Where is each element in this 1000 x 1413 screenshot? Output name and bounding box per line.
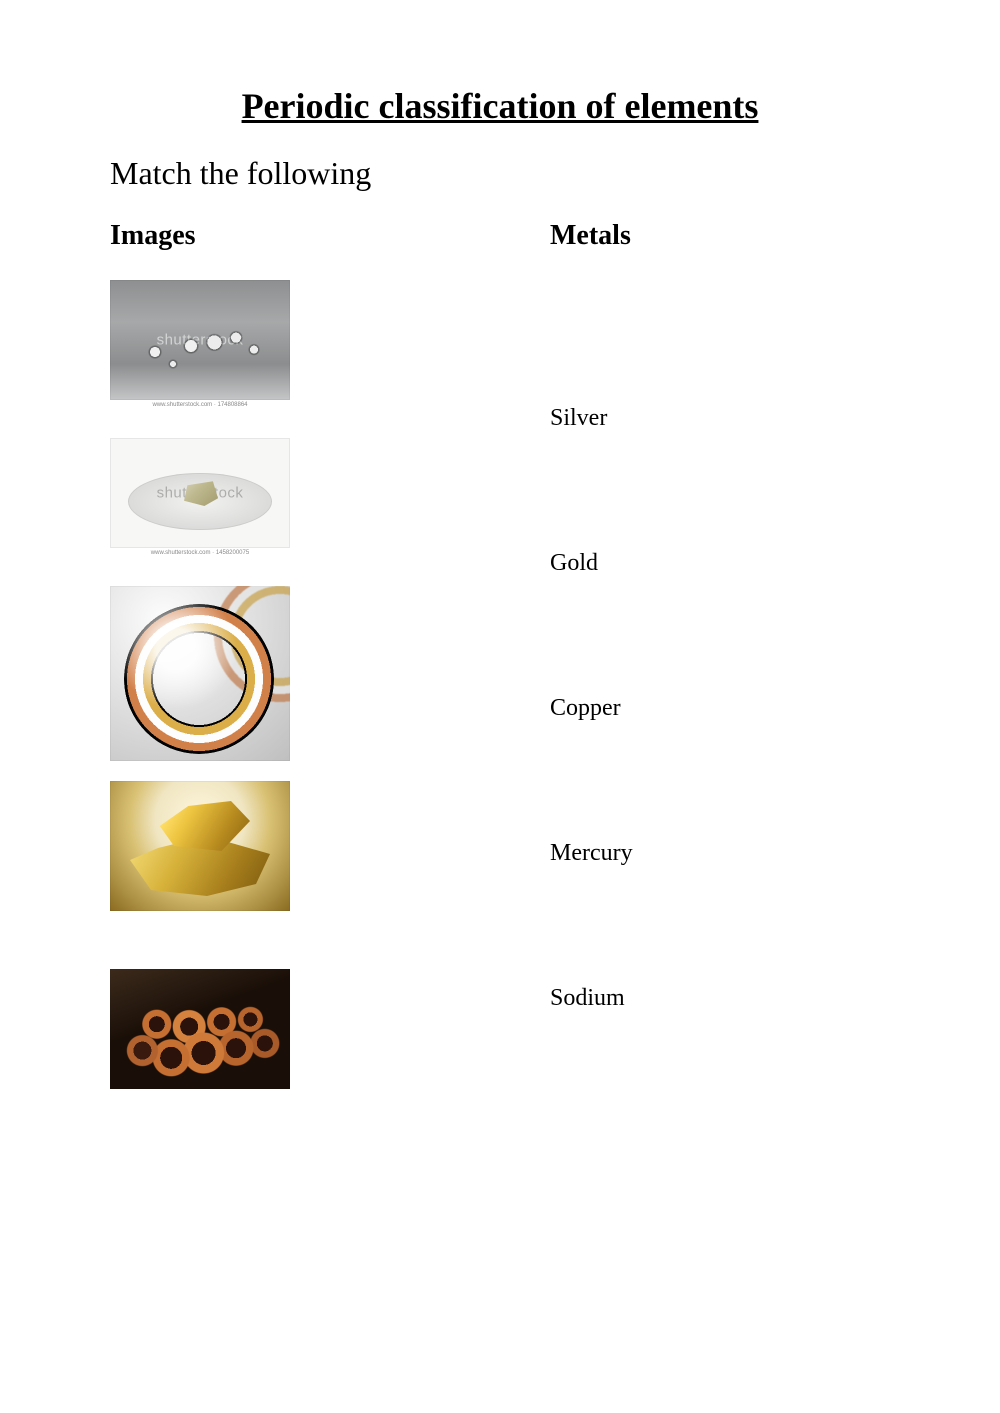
instruction-text: Match the following [110, 155, 890, 192]
watermark-text: shutterstock [157, 332, 244, 349]
image-tricolor-rings [110, 586, 290, 761]
image-gold-bars [110, 781, 290, 911]
image-caption: www.shutterstock.com · 174808864 [152, 402, 247, 408]
metal-label: Sodium [550, 985, 890, 1012]
metal-label: Silver [550, 405, 890, 432]
ring-highlight [124, 604, 274, 754]
metal-label: Copper [550, 695, 890, 722]
page-title: Periodic classification of elements [110, 85, 890, 127]
metals-column: Metals Silver Gold Copper Mercury Sodium [550, 220, 890, 1130]
watermark-text: shutterstock [157, 485, 244, 502]
image-caption-strip: www.shutterstock.com · 174808864 [110, 400, 290, 410]
two-column-layout: Images shutterstock www.shutterstock.com… [110, 220, 890, 1130]
images-heading: Images [110, 220, 550, 252]
metal-label: Gold [550, 550, 890, 577]
metals-heading: Metals [550, 220, 890, 252]
images-column: Images shutterstock www.shutterstock.com… [110, 220, 550, 1130]
image-caption: www.shutterstock.com · 1458200075 [151, 550, 249, 556]
image-mercury-droplets: shutterstock [110, 280, 290, 400]
image-caption-strip: www.shutterstock.com · 1458200075 [110, 548, 290, 558]
worksheet-page: Periodic classification of elements Matc… [0, 0, 1000, 1413]
metal-label: Mercury [550, 840, 890, 867]
image-copper-pipes [110, 969, 290, 1089]
image-sodium-chunk: shutterstock [110, 438, 290, 548]
metals-list: Silver Gold Copper Mercury Sodium [550, 280, 890, 1012]
